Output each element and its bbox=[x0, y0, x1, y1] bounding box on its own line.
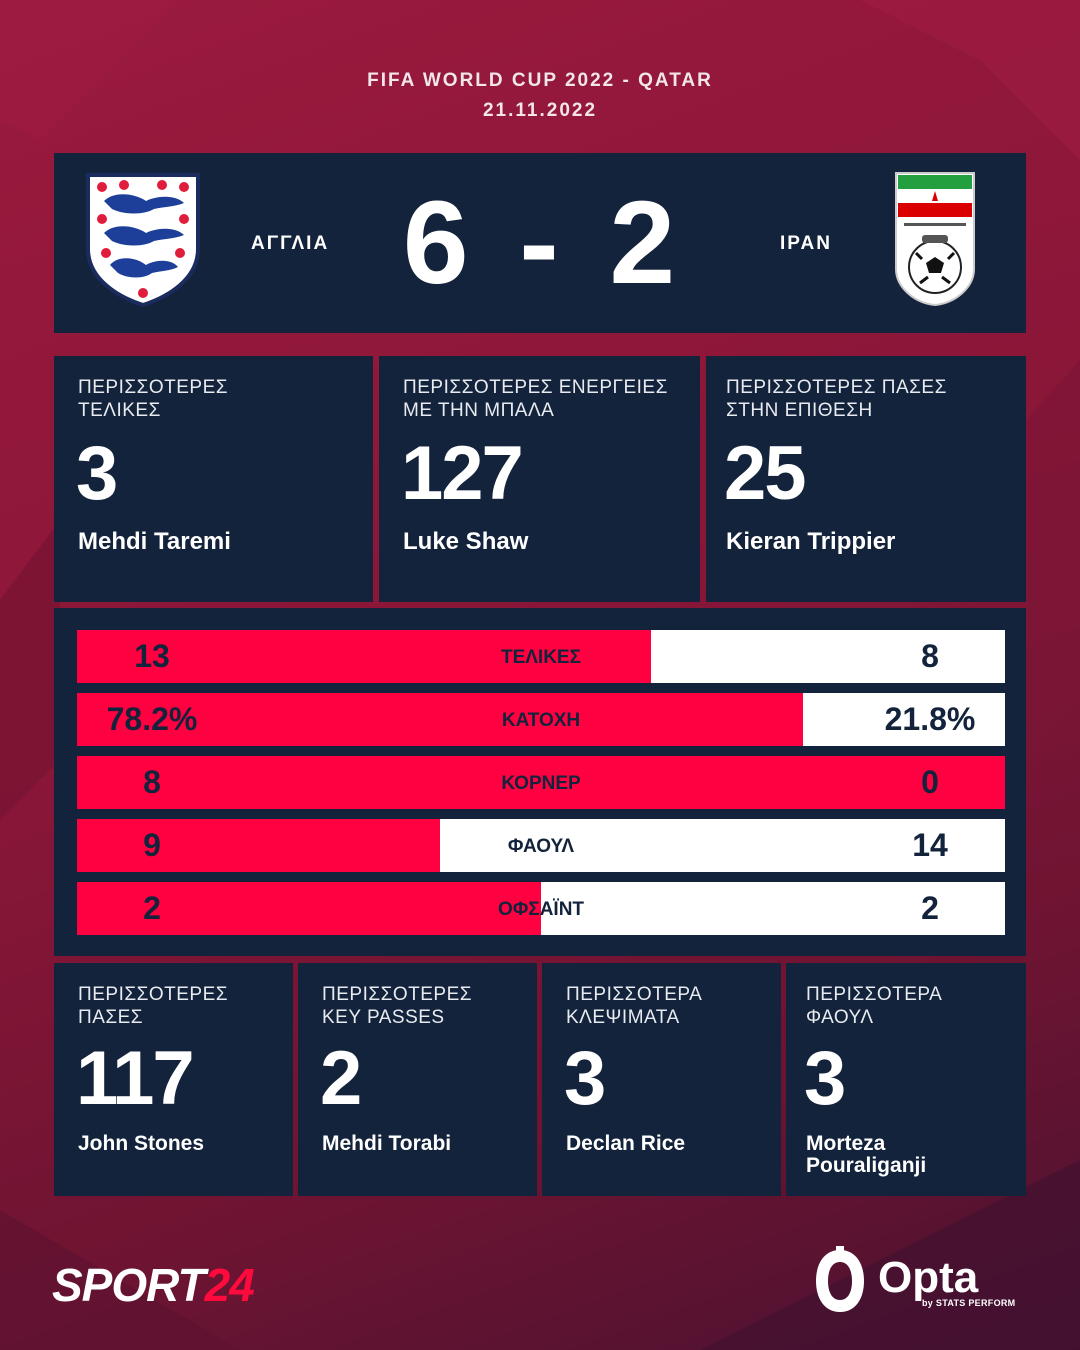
card-player: John Stones bbox=[78, 1132, 205, 1155]
opta-mark-icon bbox=[816, 1246, 864, 1312]
card-value: 2 bbox=[320, 1036, 362, 1121]
away-value: 21.8% bbox=[884, 701, 976, 737]
stat-bar-possession: 78.2% ΚΑΤΟΧΗ 21.8% bbox=[77, 693, 1005, 746]
card-player: Kieran Trippier bbox=[726, 528, 896, 555]
away-score: 2 bbox=[609, 177, 678, 309]
stat-label: ΚΟΡΝΕΡ bbox=[501, 773, 581, 794]
home-value: 2 bbox=[143, 890, 161, 926]
card-player: Mehdi Torabi bbox=[322, 1132, 452, 1155]
card-value: 3 bbox=[804, 1036, 846, 1121]
stat-bar-offsides: 2 ΟΦΣΑΪΝΤ 2 bbox=[77, 882, 1005, 935]
home-bar-fill bbox=[77, 630, 652, 683]
home-team-name: ΑΓΓΛΙΑ bbox=[251, 233, 330, 254]
away-team-name: ΙΡΑΝ bbox=[780, 233, 832, 254]
card-label: ΠΕΡΙΣΣΟΤΕΡΕΣ ΠΑΣΕΣ ΣΤΗΝ ΕΠΙΘΕΣΗ bbox=[726, 377, 947, 421]
competition-title: FIFA WORLD CUP 2022 - QATAR bbox=[367, 70, 713, 91]
home-value: 8 bbox=[143, 764, 161, 800]
home-bar-fill bbox=[77, 819, 440, 872]
card-label: ΠΕΡΙΣΣΟΤΕΡΕΣ ΤΕΛΙΚΕΣ bbox=[78, 377, 228, 421]
card-label: ΠΕΡΙΣΣΟΤΕΡΑ ΚΛΕΨΙΜΑΤΑ bbox=[566, 984, 703, 1028]
match-date: 21.11.2022 bbox=[482, 100, 598, 121]
card-label: ΠΕΡΙΣΣΟΤΕΡΑ ΦΑΟΥΛ bbox=[806, 984, 943, 1028]
card-player: Declan Rice bbox=[566, 1132, 686, 1155]
stat-bar-corners: 8 ΚΟΡΝΕΡ 0 bbox=[77, 756, 1005, 809]
stat-card-most-tackles: ΠΕΡΙΣΣΟΤΕΡΑ ΚΛΕΨΙΜΑΤΑ 3 Declan Rice bbox=[542, 963, 781, 1196]
home-value: 13 bbox=[134, 638, 170, 674]
stat-card-most-key-passes: ΠΕΡΙΣΣΟΤΕΡΕΣ KEY PASSES 2 Mehdi Torabi bbox=[298, 963, 537, 1196]
card-label: ΠΕΡΙΣΣΟΤΕΡΕΣ ΠΑΣΕΣ bbox=[78, 984, 228, 1028]
home-bar-fill bbox=[77, 756, 1005, 809]
team-stats-panel: 13 ΤΕΛΙΚΕΣ 8 78.2% ΚΑΤΟΧΗ 21.8% 8 ΚΟΡΝΕΡ… bbox=[54, 608, 1026, 956]
card-value: 3 bbox=[564, 1036, 606, 1121]
sport24-logo-number: 24 bbox=[204, 1259, 255, 1311]
england-crest-icon bbox=[86, 173, 200, 308]
stat-card-most-touches: ΠΕΡΙΣΣΟΤΕΡΕΣ ΕΝΕΡΓΕΙΕΣ ΜΕ ΤΗΝ ΜΠΑΛΑ 127 … bbox=[379, 356, 700, 602]
away-value: 8 bbox=[921, 638, 939, 674]
opta-wordmark: Opta bbox=[878, 1253, 979, 1302]
card-label: ΠΕΡΙΣΣΟΤΕΡΕΣ ΕΝΕΡΓΕΙΕΣ ΜΕ ΤΗΝ ΜΠΑΛΑ bbox=[403, 377, 668, 421]
card-label: ΠΕΡΙΣΣΟΤΕΡΕΣ KEY PASSES bbox=[322, 984, 472, 1028]
opta-byline: by STATS PERFORM bbox=[922, 1298, 1016, 1308]
home-bar-fill bbox=[77, 693, 803, 746]
stat-card-most-fouls: ΠΕΡΙΣΣΟΤΕΡΑ ΦΑΟΥΛ 3 Morteza Pouraliganji bbox=[786, 963, 1026, 1196]
card-value: 117 bbox=[76, 1036, 195, 1121]
stat-card-most-attacking-passes: ΠΕΡΙΣΣΟΤΕΡΕΣ ΠΑΣΕΣ ΣΤΗΝ ΕΠΙΘΕΣΗ 25 Kiera… bbox=[706, 356, 1026, 602]
card-value: 3 bbox=[76, 431, 118, 516]
card-player: Morteza Pouraliganji bbox=[806, 1132, 927, 1177]
card-player: Luke Shaw bbox=[403, 528, 529, 555]
score: 6 - 2 bbox=[54, 173, 1026, 313]
stat-label: ΦΑΟΥΛ bbox=[507, 836, 575, 857]
home-bar-fill bbox=[77, 882, 541, 935]
card-value: 127 bbox=[401, 431, 524, 516]
stat-label: ΤΕΛΙΚΕΣ bbox=[500, 647, 582, 668]
home-value: 9 bbox=[143, 827, 161, 863]
match-header: FIFA WORLD CUP 2022 - QATAR 21.11.2022 bbox=[0, 66, 1080, 126]
away-value: 2 bbox=[921, 890, 939, 926]
stat-label: ΚΑΤΟΧΗ bbox=[501, 710, 581, 731]
sport24-logo: SPORT24 bbox=[52, 1258, 255, 1312]
away-value: 0 bbox=[921, 764, 939, 800]
iran-crest-icon bbox=[895, 172, 975, 307]
stat-card-most-shots: ΠΕΡΙΣΣΟΤΕΡΕΣ ΤΕΛΙΚΕΣ 3 Mehdi Taremi bbox=[54, 356, 373, 602]
away-value: 14 bbox=[912, 827, 948, 863]
stat-bar-fouls: 9 ΦΑΟΥΛ 14 bbox=[77, 819, 1005, 872]
stat-bar-shots: 13 ΤΕΛΙΚΕΣ 8 bbox=[77, 630, 1005, 683]
sport24-logo-text: SPORT bbox=[52, 1259, 206, 1311]
stat-card-most-passes: ΠΕΡΙΣΣΟΤΕΡΕΣ ΠΑΣΕΣ 117 John Stones bbox=[54, 963, 293, 1196]
scoreboard: ΑΓΓΛΙΑ 6 - 2 ΙΡΑΝ bbox=[54, 153, 1026, 333]
home-score: 6 bbox=[402, 177, 471, 309]
card-player: Mehdi Taremi bbox=[78, 528, 231, 555]
home-value: 78.2% bbox=[106, 701, 198, 737]
stat-label: ΟΦΣΑΪΝΤ bbox=[497, 899, 585, 920]
score-separator: - bbox=[519, 177, 561, 309]
card-value: 25 bbox=[724, 431, 807, 516]
